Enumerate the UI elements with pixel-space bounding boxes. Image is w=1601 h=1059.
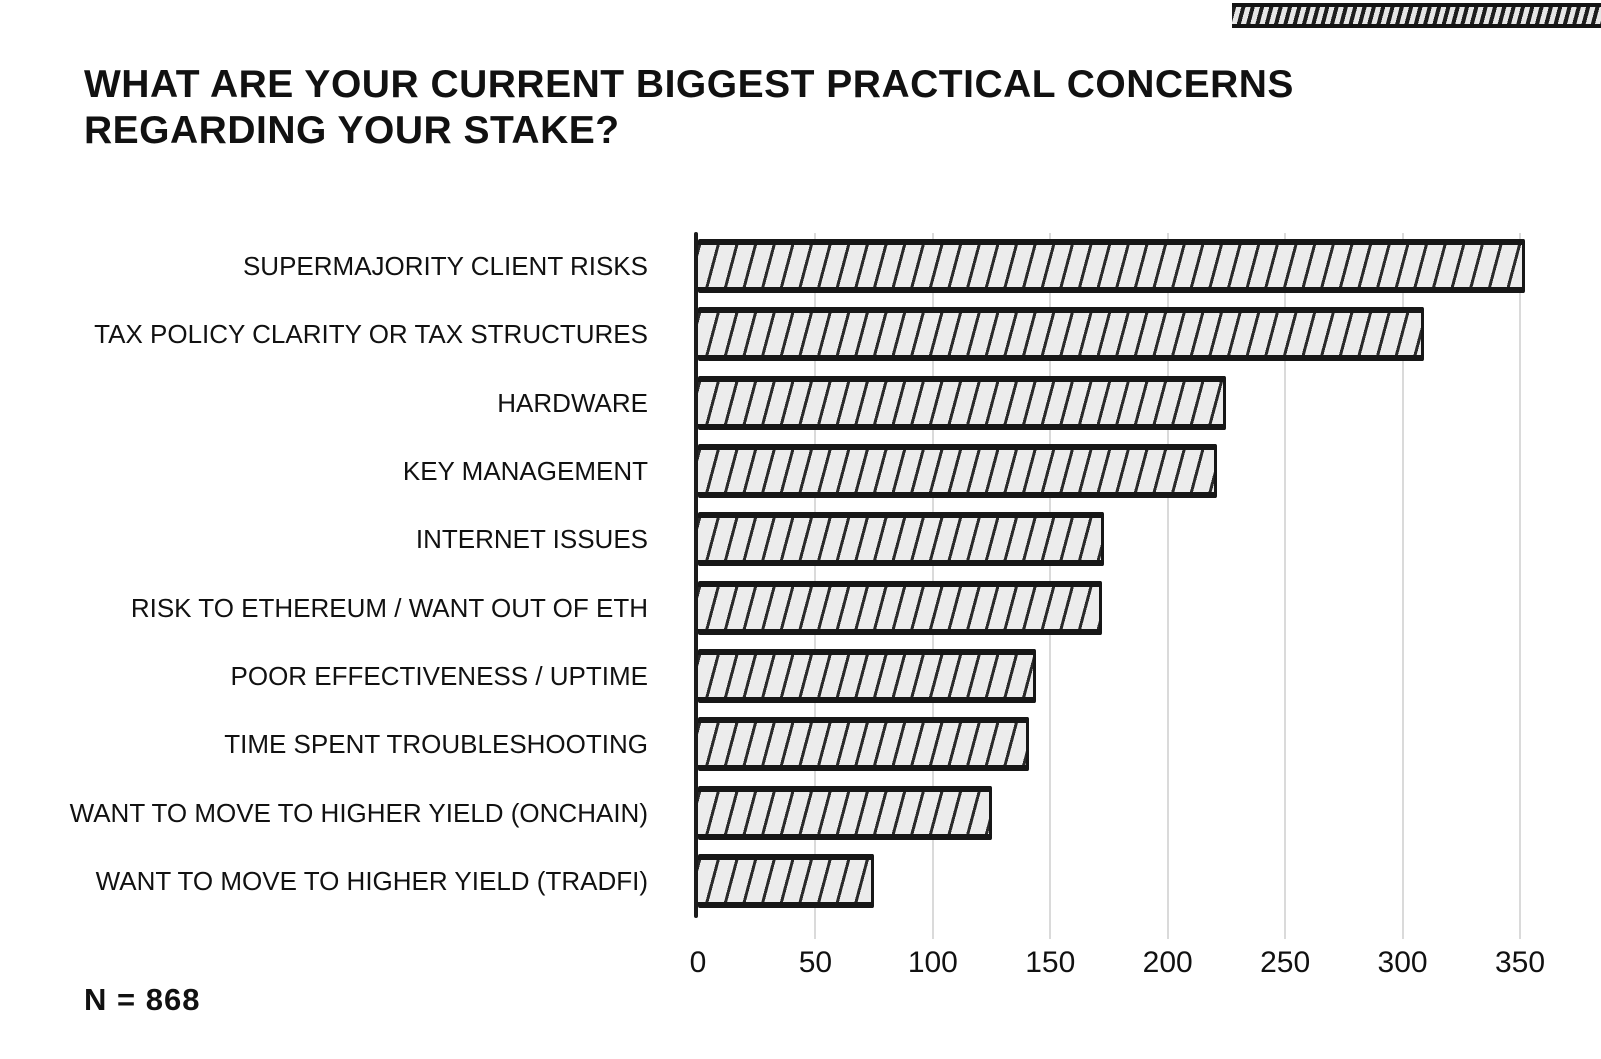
category-label: WANT TO MOVE TO HIGHER YIELD (ONCHAIN) <box>69 797 648 828</box>
gridline-250 <box>1284 233 1287 939</box>
bar <box>698 239 1525 293</box>
x-tick-label-350: 350 <box>1494 946 1546 979</box>
x-tick-label-0: 0 <box>689 946 707 979</box>
category-label: WANT TO MOVE TO HIGHER YIELD (TRADFI) <box>95 865 648 896</box>
chart-title: WHAT ARE YOUR CURRENT BIGGEST PRACTICAL … <box>84 63 1294 153</box>
bar <box>698 853 874 908</box>
y-axis-line <box>694 232 698 918</box>
bar <box>698 307 1424 362</box>
bar <box>698 717 1029 772</box>
category-label: TIME SPENT TROUBLESHOOTING <box>224 729 648 760</box>
x-tick-label-300: 300 <box>1377 946 1428 979</box>
bar <box>698 648 1036 703</box>
bar <box>698 512 1104 567</box>
x-tick-label-50: 50 <box>798 946 833 979</box>
gridline-300 <box>1401 233 1404 939</box>
x-tick-label-200: 200 <box>1142 946 1193 979</box>
x-tick-label-250: 250 <box>1260 946 1311 979</box>
bar <box>698 375 1226 430</box>
bar <box>698 785 992 840</box>
gridline-200 <box>1166 233 1169 939</box>
x-tick-label-100: 100 <box>907 946 958 979</box>
x-tick-label-150: 150 <box>1025 946 1076 979</box>
bar <box>698 580 1102 635</box>
category-label: INTERNET ISSUES <box>415 524 648 555</box>
category-label: KEY MANAGEMENT <box>402 455 648 486</box>
gridline-350 <box>1519 233 1521 939</box>
category-label: TAX POLICY CLARITY OR TAX STRUCTURES <box>94 319 648 350</box>
partial-bar-artifact <box>1232 3 1601 28</box>
category-label: HARDWARE <box>497 387 648 418</box>
bar <box>698 443 1217 498</box>
category-label: RISK TO ETHEREUM / WANT OUT OF ETH <box>130 592 648 623</box>
category-label: POOR EFFECTIVENESS / UPTIME <box>230 660 649 691</box>
category-label: SUPERMAJORITY CLIENT RISKS <box>242 251 648 281</box>
sample-size-label: N = 868 <box>84 982 201 1017</box>
